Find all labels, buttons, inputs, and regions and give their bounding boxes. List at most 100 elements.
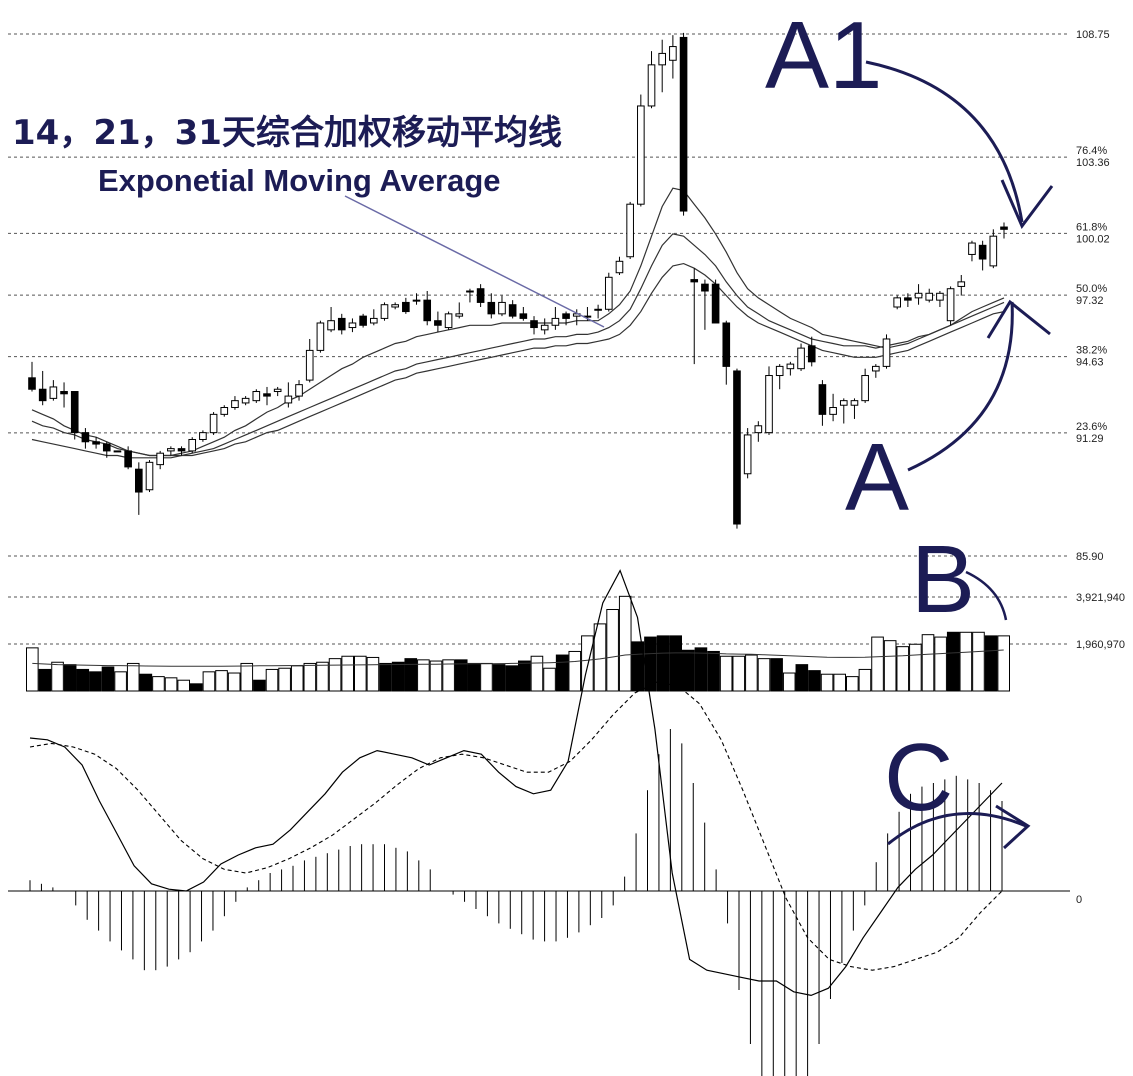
macd-panel: 0 bbox=[8, 569, 1082, 1076]
candle-down bbox=[530, 320, 538, 329]
candle-up bbox=[252, 391, 261, 402]
candle-up bbox=[199, 432, 207, 440]
candle-up bbox=[498, 301, 506, 315]
candle-up bbox=[775, 365, 784, 377]
candle-up bbox=[209, 413, 218, 434]
volume-bar bbox=[404, 658, 418, 692]
candle-up bbox=[626, 203, 634, 258]
candle-up bbox=[872, 365, 880, 372]
volume-bar bbox=[253, 679, 266, 692]
volume-bar bbox=[391, 661, 405, 692]
candle-up bbox=[466, 290, 474, 293]
candle-down bbox=[487, 301, 496, 315]
volume-bar bbox=[896, 646, 910, 692]
candle-up bbox=[743, 434, 752, 475]
volume-bar bbox=[63, 664, 77, 692]
arrow-c-head bbox=[995, 804, 1031, 850]
volume-level-label: 1,960,970 bbox=[1076, 639, 1125, 651]
volume-bar bbox=[984, 635, 998, 692]
annotation-title-en: Exponetial Moving Average bbox=[98, 163, 501, 198]
volume-bar bbox=[51, 661, 64, 692]
price-grid bbox=[8, 33, 1070, 557]
volume-bar bbox=[379, 662, 392, 692]
volume-bar bbox=[669, 635, 683, 692]
label-a: A bbox=[845, 424, 909, 531]
candle-up bbox=[113, 450, 122, 453]
ema-line-ema21 bbox=[31, 233, 1005, 457]
volume-bar bbox=[581, 635, 594, 692]
candle-up bbox=[167, 448, 175, 452]
volume-bar bbox=[530, 655, 544, 692]
candle-up bbox=[882, 338, 891, 367]
volume-bar bbox=[177, 679, 190, 692]
volume-bar bbox=[820, 673, 834, 692]
volume-bar bbox=[618, 595, 632, 692]
candle-up bbox=[786, 363, 795, 370]
candle-up bbox=[188, 438, 197, 452]
candle-down bbox=[679, 36, 688, 212]
macd-zero-label: 0 bbox=[1076, 894, 1082, 906]
candle-up bbox=[49, 386, 58, 399]
candle-down bbox=[337, 317, 346, 331]
volume-bar bbox=[871, 636, 884, 692]
candle-up bbox=[754, 425, 763, 434]
candle-up bbox=[914, 292, 923, 299]
candle-up bbox=[273, 388, 282, 393]
volume-bar bbox=[757, 658, 771, 692]
volume-bar bbox=[454, 659, 468, 692]
volume-bar bbox=[316, 661, 329, 692]
arrow-a1-head bbox=[1000, 179, 1054, 229]
candle-up bbox=[551, 317, 560, 326]
candle-down bbox=[508, 304, 517, 317]
label-a1: A1 bbox=[765, 2, 882, 109]
candle-down bbox=[818, 384, 827, 415]
volume-bar bbox=[833, 673, 847, 692]
candle-up bbox=[936, 292, 944, 301]
candle-up bbox=[946, 288, 955, 322]
volume-bar bbox=[946, 631, 960, 692]
ema-line-ema14 bbox=[31, 187, 1005, 457]
price-level-label: 97.32 bbox=[1076, 295, 1104, 307]
candle-up bbox=[850, 400, 859, 406]
candle-down bbox=[38, 388, 47, 402]
candle-down bbox=[519, 313, 528, 319]
candle-up bbox=[391, 304, 399, 308]
volume-bar bbox=[606, 609, 619, 692]
volume-bar bbox=[719, 655, 733, 692]
volume-bar bbox=[795, 664, 809, 692]
candle-up bbox=[925, 292, 934, 301]
candle-up bbox=[444, 313, 453, 329]
volume-bar bbox=[354, 655, 367, 692]
candle-up bbox=[615, 260, 624, 274]
volume-bar bbox=[417, 659, 430, 692]
volume-bar bbox=[732, 655, 746, 692]
volume-bar bbox=[707, 650, 720, 692]
candle-down bbox=[102, 443, 111, 452]
price-level-label: 94.63 bbox=[1076, 357, 1104, 369]
candle-down bbox=[92, 441, 100, 445]
arrow-a-head bbox=[986, 299, 1051, 339]
candle-down bbox=[690, 279, 699, 283]
candle-down bbox=[434, 320, 442, 326]
fib-pct-label: 50.0% bbox=[1076, 283, 1107, 295]
volume-bar bbox=[89, 671, 102, 692]
price-axis-labels: 108.75 76.4%103.36 61.8%100.02 50.0%97.32 38… bbox=[1076, 29, 1110, 563]
volume-bar bbox=[858, 668, 872, 692]
volume-bar bbox=[505, 665, 518, 692]
volume-bar bbox=[555, 654, 569, 692]
arrow-b bbox=[965, 570, 1008, 621]
volume-bar bbox=[101, 666, 115, 692]
annotation-title-cn: 14，21，31天综合加权移动平均线 bbox=[12, 113, 562, 153]
candle-down bbox=[1000, 226, 1008, 230]
volume-bar bbox=[240, 662, 254, 692]
candle-down bbox=[476, 288, 485, 303]
volume-ma-line bbox=[32, 649, 1004, 667]
price-level-label: 85.90 bbox=[1076, 551, 1104, 563]
candle-up bbox=[604, 276, 613, 310]
candle-up bbox=[231, 400, 239, 409]
candle-down bbox=[177, 448, 186, 452]
volume-bar bbox=[265, 668, 279, 692]
candle-down bbox=[402, 301, 410, 313]
ema-lines bbox=[31, 187, 1005, 459]
candlesticks bbox=[28, 32, 1008, 529]
